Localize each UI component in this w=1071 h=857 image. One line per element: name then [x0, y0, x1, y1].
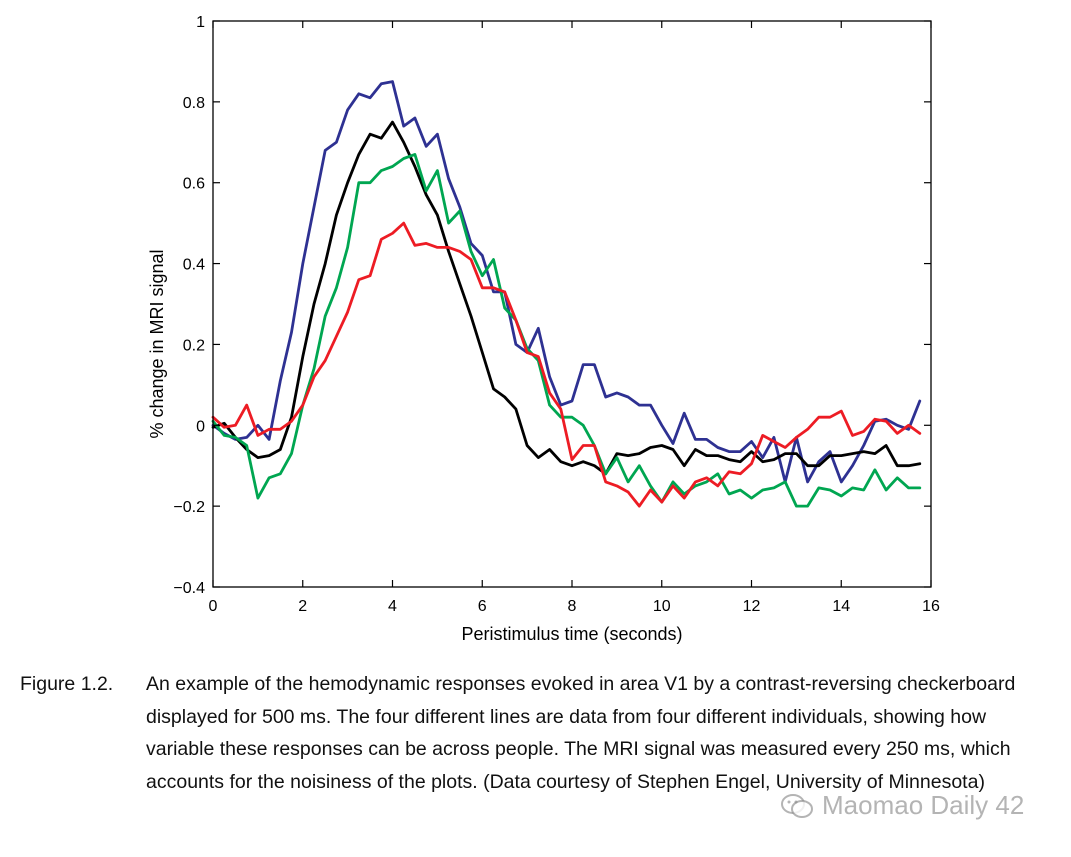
series-lines [211, 80, 922, 508]
wechat-icon [781, 793, 813, 818]
y-tick-label: 0.6 [183, 176, 205, 193]
y-tick-label: 0 [196, 418, 205, 435]
x-tick-label: 8 [568, 598, 577, 615]
series-line-2 [211, 120, 922, 476]
x-tick-label: 0 [209, 598, 218, 615]
x-tick-label: 2 [298, 598, 307, 615]
watermark: Maomao Daily 42 [780, 790, 1024, 821]
y-tick-label: −0.4 [173, 580, 205, 597]
y-tick-label: 0.2 [183, 337, 205, 354]
x-tick-label: 10 [653, 598, 671, 615]
axis-ticks: 0 2 4 6 8 10 12 14 16 −0.4 −0.2 0 0.2 0.4 0.6 0.8 1 [173, 14, 940, 615]
x-tick-label: 4 [388, 598, 397, 615]
x-tick-label: 12 [743, 598, 761, 615]
y-tick-label: −0.2 [173, 499, 205, 516]
caption-text: An example of the hemodynamic responses … [146, 673, 1016, 793]
y-tick-label: 0.8 [183, 95, 205, 112]
x-axis-label: Peristimulus time (seconds) [461, 624, 682, 644]
x-tick-label: 14 [832, 598, 850, 615]
series-line-4 [211, 221, 922, 508]
x-tick-label: 16 [922, 598, 940, 615]
figure-caption: Figure 1.2. An example of the hemodynami… [20, 668, 1055, 798]
y-axis-label: % change in MRI signal [147, 249, 167, 438]
x-tick-label: 6 [478, 598, 487, 615]
line-chart: 0 2 4 6 8 10 12 14 16 −0.4 −0.2 0 0.2 0.4 0.6 0.8 1 Peri… [147, 14, 940, 644]
watermark-text: Maomao Daily 42 [822, 790, 1025, 820]
y-tick-label: 0.4 [183, 257, 205, 274]
caption-label: Figure 1.2. [20, 673, 114, 695]
y-tick-label: 1 [196, 14, 205, 31]
plot-frame [212, 20, 932, 588]
series-line-3 [211, 152, 922, 508]
